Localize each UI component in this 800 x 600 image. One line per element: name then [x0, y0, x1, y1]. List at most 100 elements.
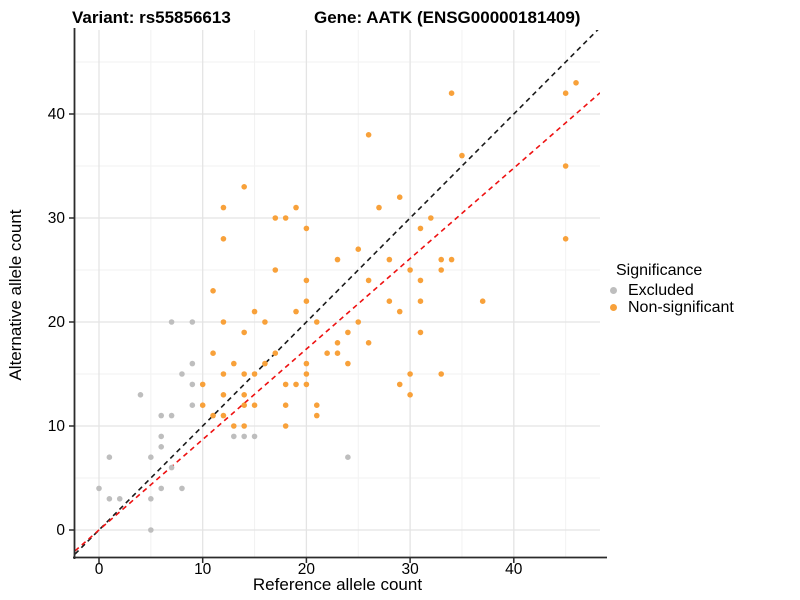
- data-point-non-significant: [282, 381, 289, 388]
- x-axis-label: Reference allele count: [252, 575, 423, 594]
- data-point-non-significant: [417, 298, 424, 305]
- data-point-excluded: [179, 485, 185, 492]
- reference-line-expected-ratio: [75, 92, 600, 552]
- y-tick-label: 40: [48, 106, 66, 123]
- data-point-non-significant: [345, 329, 351, 336]
- data-point-non-significant: [303, 277, 310, 284]
- data-point-non-significant: [438, 267, 445, 273]
- data-point-non-significant: [459, 152, 465, 159]
- data-point-non-significant: [282, 423, 289, 429]
- data-point-excluded: [345, 454, 351, 461]
- data-point-non-significant: [386, 298, 393, 305]
- data-point-excluded: [158, 444, 165, 450]
- plot-title-gene: Gene: AATK (ENSG00000181409): [314, 8, 581, 27]
- data-point-non-significant: [313, 402, 320, 409]
- data-point-excluded: [168, 464, 175, 471]
- data-point-non-significant: [282, 215, 289, 221]
- legend: Significance Excluded Non-significant: [606, 262, 796, 316]
- data-point-non-significant: [407, 392, 413, 398]
- data-point-non-significant: [272, 350, 279, 357]
- legend-item-non-significant-label: Non-significant: [628, 298, 734, 316]
- data-point-non-significant: [365, 132, 372, 138]
- data-point-excluded: [148, 454, 154, 461]
- y-tick-label: 0: [56, 522, 65, 539]
- data-point-non-significant: [262, 319, 268, 325]
- data-point-non-significant: [199, 402, 206, 409]
- data-point-non-significant: [313, 412, 320, 419]
- data-point-excluded: [158, 485, 165, 492]
- data-point-excluded: [168, 412, 175, 419]
- legend-item-excluded-label: Excluded: [628, 281, 694, 299]
- data-point-non-significant: [562, 236, 569, 242]
- data-point-non-significant: [417, 225, 424, 232]
- data-point-non-significant: [303, 371, 310, 377]
- data-point-excluded: [189, 360, 196, 367]
- data-point-non-significant: [293, 381, 299, 388]
- data-point-excluded: [148, 496, 154, 502]
- x-tick-label: 20: [298, 561, 316, 578]
- data-point-non-significant: [396, 194, 403, 200]
- data-point-excluded: [231, 433, 237, 440]
- x-tick-label: 30: [401, 561, 419, 578]
- data-point-non-significant: [282, 402, 289, 409]
- data-point-excluded: [158, 433, 165, 440]
- data-point-excluded: [116, 496, 123, 502]
- data-point-non-significant: [241, 371, 247, 377]
- data-point-non-significant: [396, 381, 403, 388]
- data-point-excluded: [189, 319, 196, 325]
- series-non-significant: [199, 80, 579, 429]
- data-point-non-significant: [562, 163, 569, 169]
- data-point-non-significant: [479, 298, 486, 305]
- data-point-non-significant: [199, 381, 206, 388]
- data-point-non-significant: [365, 340, 372, 346]
- data-point-excluded: [106, 454, 113, 461]
- reference-line-identity: [75, 30, 599, 555]
- plot-title-variant: Variant: rs55856613: [72, 8, 231, 27]
- legend-item-excluded: Excluded: [606, 282, 796, 299]
- data-point-non-significant: [303, 225, 310, 232]
- x-tick-label: 0: [95, 561, 104, 578]
- data-point-non-significant: [272, 267, 279, 273]
- data-point-non-significant: [293, 308, 299, 315]
- series-excluded: [96, 319, 351, 533]
- data-point-excluded: [96, 485, 102, 492]
- data-point-non-significant: [241, 402, 247, 409]
- data-point-non-significant: [448, 256, 455, 263]
- data-point-non-significant: [241, 329, 247, 336]
- legend-title: Significance: [616, 262, 703, 279]
- non-significant-swatch-icon: [610, 304, 617, 311]
- data-point-excluded: [106, 496, 113, 502]
- data-point-excluded: [251, 433, 258, 440]
- data-point-non-significant: [251, 371, 258, 377]
- y-tick-label: 30: [48, 210, 66, 227]
- x-tick-label: 10: [194, 561, 212, 578]
- data-point-non-significant: [220, 236, 227, 242]
- data-point-non-significant: [365, 277, 372, 284]
- data-point-non-significant: [407, 371, 413, 377]
- data-point-non-significant: [345, 360, 351, 367]
- data-point-non-significant: [303, 360, 310, 367]
- data-point-non-significant: [334, 256, 341, 263]
- data-point-excluded: [137, 392, 144, 398]
- major-gridlines: [75, 30, 600, 557]
- data-point-non-significant: [220, 412, 227, 419]
- excluded-swatch-icon: [610, 287, 617, 294]
- x-tick-label: 40: [505, 561, 523, 578]
- data-point-non-significant: [262, 360, 268, 367]
- y-tick-label: 20: [48, 314, 66, 331]
- data-point-excluded: [148, 527, 154, 533]
- y-tick-label: 10: [48, 418, 66, 435]
- data-point-non-significant: [220, 319, 227, 325]
- data-point-non-significant: [396, 308, 403, 315]
- data-point-non-significant: [251, 402, 258, 409]
- data-point-non-significant: [438, 371, 445, 377]
- data-point-non-significant: [313, 319, 320, 325]
- y-axis-label: Alternative allele count: [6, 209, 25, 381]
- data-point-non-significant: [241, 392, 247, 398]
- minor-gridlines: [75, 30, 600, 557]
- data-point-non-significant: [334, 350, 341, 357]
- data-point-non-significant: [220, 371, 227, 377]
- data-point-non-significant: [272, 215, 279, 221]
